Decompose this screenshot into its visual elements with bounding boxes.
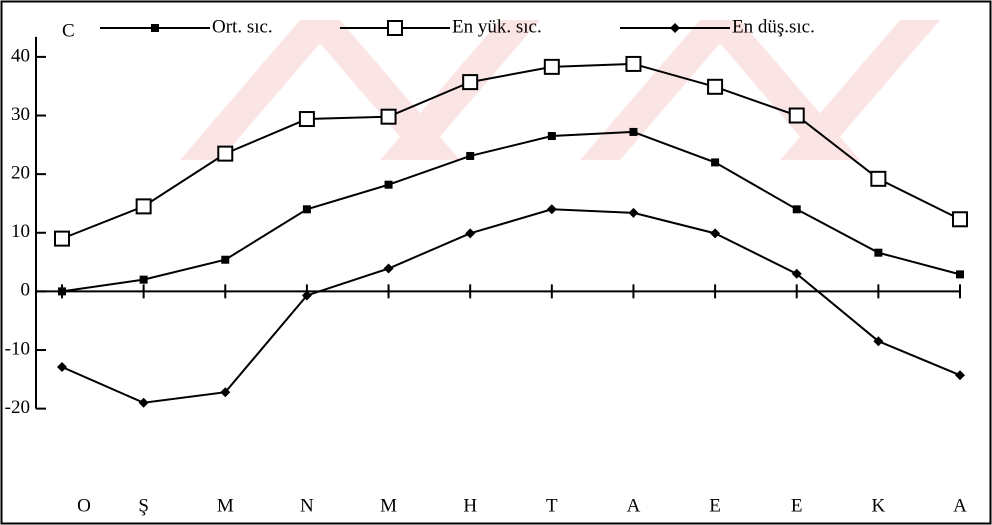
marker (546, 204, 557, 215)
y-tick-label: 40 (11, 45, 30, 66)
watermark (180, 20, 940, 160)
y-tick-label: -20 (5, 397, 30, 418)
x-tick-label: N (300, 495, 314, 516)
marker (298, 111, 315, 128)
marker (788, 107, 805, 124)
marker (791, 268, 802, 279)
x-tick-label: K (871, 495, 885, 516)
x-tick-label: M (217, 495, 234, 516)
marker (301, 290, 312, 301)
marker (711, 158, 720, 167)
marker (380, 108, 397, 125)
marker (955, 370, 965, 381)
x-tick-label: A (953, 495, 967, 516)
x-tick-label: Ş (138, 495, 149, 516)
marker (302, 205, 311, 214)
y-axis-label: C (62, 20, 75, 41)
marker (873, 336, 884, 347)
marker (629, 127, 638, 136)
legend-label: En düş.sıc. (732, 16, 815, 37)
y-tick-label: 0 (21, 280, 31, 301)
x-tick-label: M (380, 495, 397, 516)
marker (138, 397, 149, 408)
marker (466, 151, 475, 160)
y-tick-label: 10 (11, 221, 30, 242)
marker (57, 362, 67, 372)
marker (151, 24, 159, 32)
marker (710, 228, 721, 239)
marker (792, 205, 801, 214)
marker (220, 387, 231, 398)
marker (628, 207, 639, 218)
y-tick-label: 30 (11, 104, 30, 125)
marker (462, 74, 479, 91)
marker (465, 228, 476, 239)
marker (543, 58, 560, 75)
series-line (61, 130, 961, 293)
series-line (61, 208, 961, 404)
x-tick-label: T (546, 495, 558, 516)
marker (383, 263, 394, 274)
x-tick-label: O (77, 495, 91, 516)
marker (58, 287, 66, 296)
marker (670, 23, 680, 33)
marker (956, 270, 964, 279)
marker (221, 255, 230, 264)
marker (707, 78, 724, 95)
x-tick-label: E (709, 495, 721, 516)
marker (217, 145, 234, 162)
y-tick-label: -10 (5, 338, 30, 359)
marker (384, 180, 393, 189)
series-line (61, 62, 961, 240)
marker (387, 20, 403, 36)
marker (625, 55, 642, 72)
legend-label: En yük. sıc. (452, 16, 542, 37)
marker (139, 275, 148, 284)
x-tick-label: E (791, 495, 803, 516)
x-tick-label: H (463, 495, 477, 516)
x-tick-label: A (627, 495, 641, 516)
marker (135, 198, 152, 215)
marker (874, 248, 883, 257)
marker (870, 170, 887, 187)
legend-label: Ort. sıc. (212, 16, 273, 37)
y-tick-label: 20 (11, 162, 30, 183)
marker (547, 132, 556, 141)
marker (952, 211, 968, 228)
marker (54, 230, 70, 247)
